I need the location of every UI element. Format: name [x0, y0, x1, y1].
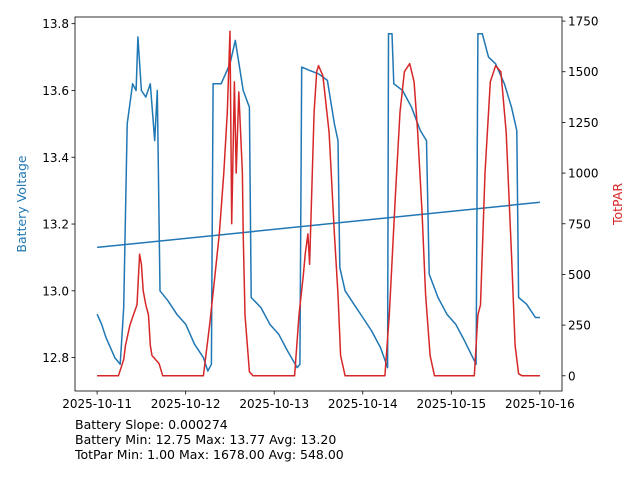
right-y-tick-label: 250	[568, 319, 591, 333]
left-y-tick-label: 13.4	[42, 151, 69, 165]
x-tick-label: 2025-10-11	[62, 397, 132, 411]
battery-slope-text: Battery Slope: 0.000274	[75, 417, 228, 432]
left-y-tick-label: 13.2	[42, 218, 69, 232]
right-y-tick-label: 1750	[568, 15, 599, 29]
left-y-tick-label: 12.8	[42, 351, 69, 365]
left-y-tick-label: 13.0	[42, 284, 69, 298]
x-tick-label: 2025-10-16	[505, 397, 575, 411]
stats-annotations: Battery Slope: 0.000274 Battery Min: 12.…	[75, 417, 344, 462]
right-axis-label: TotPAR	[610, 183, 625, 226]
series-line-totpar	[97, 30, 540, 377]
right-y-tick-label: 1500	[568, 65, 599, 79]
series-line-battery-trend	[97, 201, 540, 249]
series-line-battery-voltage	[96, 32, 540, 372]
plot-area	[74, 16, 563, 392]
battery-stats-text: Battery Min: 12.75 Max: 13.77 Avg: 13.20	[75, 432, 337, 447]
totpar-stats-text: TotPar Min: 1.00 Max: 1678.00 Avg: 548.0…	[75, 447, 344, 462]
left-y-tick-label: 13.8	[42, 17, 69, 31]
x-tick-label: 2025-10-13	[239, 397, 309, 411]
right-y-tick-label: 750	[568, 217, 591, 231]
x-tick-label: 2025-10-12	[151, 397, 221, 411]
right-y-tick-label: 500	[568, 268, 591, 282]
left-y-tick-label: 13.6	[42, 84, 69, 98]
right-y-tick-label: 1250	[568, 116, 599, 130]
x-tick-label: 2025-10-15	[416, 397, 486, 411]
right-y-tick-label: 1000	[568, 167, 599, 181]
left-axis-label: Battery Voltage	[14, 155, 29, 252]
right-y-tick-label: 0	[568, 369, 576, 383]
x-tick-label: 2025-10-14	[328, 397, 398, 411]
